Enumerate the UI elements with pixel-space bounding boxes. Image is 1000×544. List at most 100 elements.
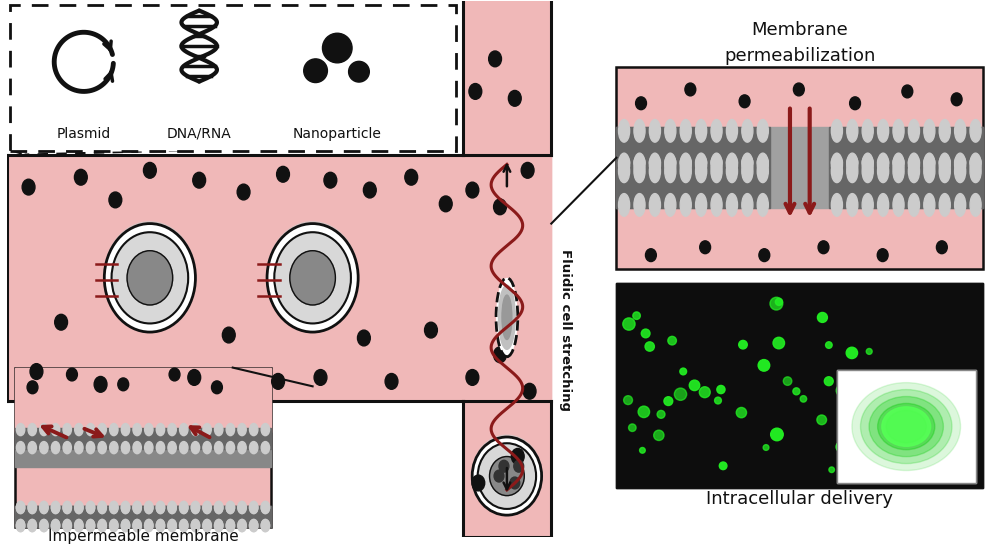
Ellipse shape [908,160,919,183]
Ellipse shape [98,502,106,514]
Ellipse shape [215,520,223,531]
Ellipse shape [878,404,935,450]
Ellipse shape [951,93,962,106]
Ellipse shape [237,184,250,200]
Ellipse shape [908,120,919,142]
Ellipse shape [783,377,792,385]
Ellipse shape [924,194,935,216]
Ellipse shape [145,520,153,531]
Bar [829,168,983,208]
Ellipse shape [250,423,258,436]
Ellipse shape [98,442,106,454]
Ellipse shape [203,442,211,454]
Ellipse shape [472,475,485,491]
Ellipse shape [75,502,83,514]
Ellipse shape [75,520,83,531]
Ellipse shape [850,97,860,110]
Ellipse shape [502,295,512,339]
Bar [463,1,551,537]
Ellipse shape [818,241,829,254]
Ellipse shape [324,172,337,188]
Ellipse shape [862,156,873,169]
Ellipse shape [290,251,335,305]
Ellipse shape [121,502,130,514]
Ellipse shape [770,297,783,310]
Ellipse shape [40,520,48,531]
Bar [15,368,271,432]
Ellipse shape [363,182,376,198]
Ellipse shape [110,423,118,436]
Ellipse shape [924,160,935,183]
Ellipse shape [634,120,645,142]
Ellipse shape [110,520,118,531]
Ellipse shape [831,120,842,142]
Ellipse shape [439,196,452,212]
Ellipse shape [127,251,173,305]
Ellipse shape [511,448,524,464]
Bar [616,168,770,208]
Ellipse shape [121,520,130,531]
Ellipse shape [508,90,521,106]
Ellipse shape [619,194,630,216]
Ellipse shape [425,322,437,338]
Ellipse shape [180,520,188,531]
Ellipse shape [862,160,873,183]
Bar [837,370,976,483]
Ellipse shape [711,153,722,176]
Ellipse shape [168,520,176,531]
Bar [15,368,271,527]
Ellipse shape [203,520,211,531]
Ellipse shape [742,194,753,216]
Ellipse shape [145,502,153,514]
Ellipse shape [112,232,188,324]
Ellipse shape [86,520,95,531]
Ellipse shape [847,156,858,169]
Ellipse shape [40,442,48,454]
Ellipse shape [862,194,873,216]
Ellipse shape [272,374,284,390]
Ellipse shape [16,423,25,436]
Ellipse shape [902,85,913,98]
Ellipse shape [267,224,358,332]
Ellipse shape [156,502,165,514]
Ellipse shape [939,153,950,176]
Ellipse shape [98,423,106,436]
Bar [15,506,271,527]
Ellipse shape [180,442,188,454]
Ellipse shape [180,502,188,514]
Ellipse shape [680,194,691,216]
Ellipse shape [169,368,180,381]
Ellipse shape [349,61,369,82]
Ellipse shape [758,360,770,371]
Ellipse shape [700,241,711,254]
Ellipse shape [955,194,966,216]
Ellipse shape [936,241,947,254]
Ellipse shape [226,442,235,454]
Ellipse shape [680,156,691,169]
Ellipse shape [261,423,270,436]
Ellipse shape [893,153,904,176]
Ellipse shape [871,424,878,430]
Ellipse shape [86,502,95,514]
Ellipse shape [180,423,188,436]
Ellipse shape [494,347,506,363]
Ellipse shape [711,156,722,169]
Ellipse shape [63,442,71,454]
Ellipse shape [67,368,77,381]
Ellipse shape [757,120,768,142]
Ellipse shape [499,285,515,349]
Ellipse shape [168,502,176,514]
Ellipse shape [238,502,246,514]
Ellipse shape [191,520,200,531]
Ellipse shape [757,160,768,183]
Ellipse shape [665,194,676,216]
Ellipse shape [665,160,676,183]
Ellipse shape [638,406,650,418]
Ellipse shape [28,520,36,531]
Ellipse shape [939,160,950,183]
Ellipse shape [469,84,482,100]
Ellipse shape [16,520,25,531]
Bar [616,283,983,488]
Ellipse shape [831,194,842,216]
Ellipse shape [824,377,833,386]
